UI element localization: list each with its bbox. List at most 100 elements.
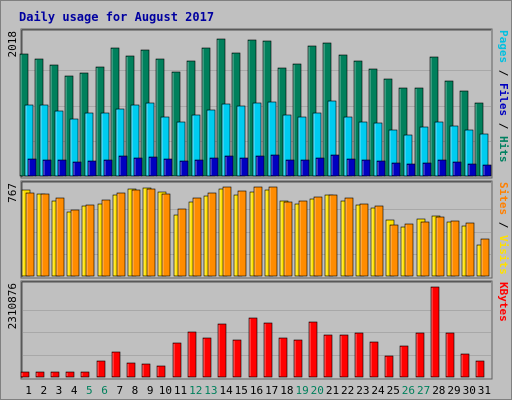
x-tick-label-day-28: 28 [432, 384, 445, 397]
x-tick-label-day-3: 3 [56, 384, 63, 397]
x-tick-label-day-18: 18 [280, 384, 293, 397]
bar-sites-day-17 [268, 186, 278, 277]
bar-kbytes-day-6 [96, 360, 106, 378]
bar-kbytes-day-1 [20, 371, 30, 378]
bar-pages-day-22 [346, 158, 356, 177]
bar-sites-day-6 [101, 199, 111, 277]
bar-kbytes-day-19 [293, 339, 303, 378]
bar-kbytes-day-8 [126, 362, 136, 378]
bar-pages-day-7 [118, 155, 128, 177]
bar-kbytes-day-2 [35, 371, 45, 378]
x-tick-label-day-12: 12 [189, 384, 202, 397]
bar-kbytes-day-31 [475, 360, 485, 378]
bar-kbytes-day-12 [187, 331, 197, 378]
x-tick-label-day-8: 8 [132, 384, 139, 397]
bar-sites-day-23 [359, 203, 369, 277]
legend-visits-segment-1: / [497, 215, 510, 235]
bar-pages-day-12 [194, 159, 204, 177]
x-tick-label-day-26: 26 [402, 384, 415, 397]
bar-pages-day-19 [300, 159, 310, 177]
bar-sites-day-19 [298, 200, 308, 277]
bar-kbytes-day-28 [430, 286, 440, 378]
x-tick-label-day-6: 6 [101, 384, 108, 397]
bar-kbytes-day-4 [65, 371, 75, 378]
bar-pages-day-25 [391, 162, 401, 177]
x-tick-label-day-13: 13 [204, 384, 217, 397]
x-tick-label-day-11: 11 [174, 384, 187, 397]
bar-sites-day-9 [146, 188, 156, 277]
bar-hits-day-22 [338, 54, 348, 177]
bar-sites-day-7 [116, 192, 126, 277]
x-tick-label-day-22: 22 [341, 384, 354, 397]
bar-pages-day-1 [27, 158, 37, 177]
bar-pages-day-29 [452, 161, 462, 177]
bar-pages-day-17 [270, 154, 280, 177]
bar-kbytes-day-16 [248, 317, 258, 378]
bar-sites-day-31 [480, 238, 490, 277]
bar-kbytes-day-22 [339, 334, 349, 378]
panel-kbytes-legend: KBytes [497, 282, 510, 322]
bar-hits-day-25 [383, 78, 393, 177]
legend-kbytes-segment-0: KBytes [497, 282, 510, 322]
bar-sites-day-15 [237, 190, 247, 277]
bar-sites-day-30 [465, 222, 475, 277]
panel-kbytes-max-label: 2310876 [6, 283, 19, 329]
x-tick-label-day-23: 23 [356, 384, 369, 397]
legend-hits-segment-0: Pages [497, 30, 510, 63]
bar-pages-day-24 [376, 160, 386, 177]
bar-sites-day-16 [253, 186, 263, 277]
bar-kbytes-day-26 [399, 345, 409, 378]
bar-pages-day-16 [255, 155, 265, 177]
bar-sites-day-12 [192, 197, 202, 277]
bar-pages-day-3 [57, 159, 67, 177]
bar-pages-day-2 [42, 159, 52, 177]
bar-kbytes-day-25 [384, 355, 394, 378]
bar-pages-day-27 [422, 162, 432, 177]
bar-sites-day-5 [85, 204, 95, 277]
panel-visits-max-label: 767 [6, 183, 19, 203]
bar-pages-day-26 [406, 163, 416, 177]
x-tick-label-day-1: 1 [25, 384, 32, 397]
bar-pages-day-15 [239, 157, 249, 177]
bar-sites-day-4 [70, 209, 80, 277]
bar-sites-day-13 [207, 192, 217, 277]
bar-sites-day-22 [344, 197, 354, 277]
bar-pages-day-9 [148, 156, 158, 177]
bar-kbytes-day-27 [415, 332, 425, 378]
bar-pages-day-10 [163, 158, 173, 177]
bar-hits-day-24 [368, 68, 378, 177]
bar-hits-day-23 [353, 60, 363, 177]
bar-sites-day-2 [40, 193, 50, 277]
bar-sites-day-18 [283, 201, 293, 277]
panel-visits-legend: Sites / Visits [497, 182, 510, 275]
legend-hits-segment-4: Hits [497, 136, 510, 163]
bar-hits-day-20 [307, 45, 317, 177]
x-tick-label-day-4: 4 [71, 384, 78, 397]
x-tick-label-day-25: 25 [387, 384, 400, 397]
bar-sites-day-8 [131, 189, 141, 277]
bar-sites-day-10 [161, 193, 171, 277]
x-tick-label-day-5: 5 [86, 384, 93, 397]
bar-pages-day-18 [285, 159, 295, 177]
x-tick-label-day-7: 7 [116, 384, 123, 397]
x-tick-label-day-29: 29 [447, 384, 460, 397]
bar-kbytes-day-11 [172, 342, 182, 378]
x-tick-label-day-24: 24 [371, 384, 385, 397]
x-tick-label-day-27: 27 [417, 384, 430, 397]
bar-pages-day-8 [133, 157, 143, 177]
bar-kbytes-day-5 [80, 371, 90, 378]
panel-hits-max-label: 2018 [6, 31, 19, 58]
bar-sites-day-3 [55, 197, 65, 277]
bar-kbytes-day-30 [460, 353, 470, 378]
bar-kbytes-day-14 [217, 323, 227, 378]
bar-sites-day-25 [389, 224, 399, 277]
bar-pages-day-21 [330, 154, 340, 177]
x-tick-label-day-30: 30 [463, 384, 476, 397]
x-tick-label-day-10: 10 [159, 384, 172, 397]
bar-kbytes-day-9 [141, 363, 151, 378]
bar-pages-day-4 [72, 161, 82, 177]
bar-hits-day-28 [429, 56, 439, 177]
bar-sites-day-28 [435, 216, 445, 277]
